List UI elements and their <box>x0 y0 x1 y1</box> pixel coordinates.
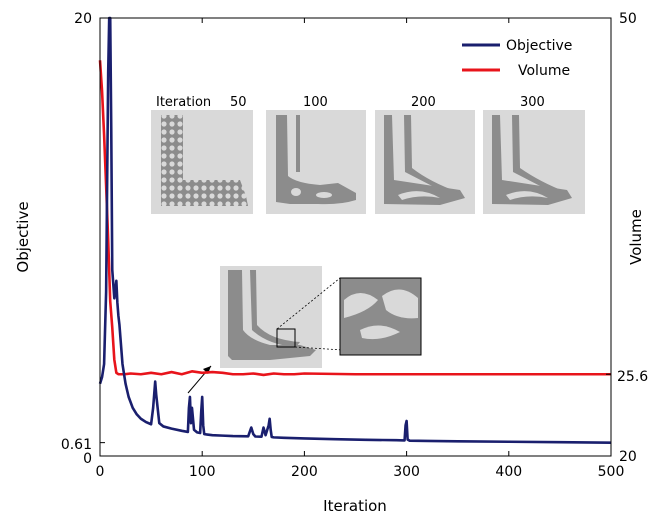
legend: Objective Volume <box>462 38 572 79</box>
snapshot-label-200: 200 <box>411 95 436 110</box>
snapshot-label-50: 50 <box>230 95 247 110</box>
ticks-layer <box>100 18 611 456</box>
y-right-tick-label: 50 <box>619 11 637 27</box>
y-right-tick-label: 25.6 <box>617 369 648 385</box>
y-left-tick-label: 0 <box>83 451 92 467</box>
snapshot-iter-50 <box>151 110 253 214</box>
snapshot-iter-200 <box>375 110 475 214</box>
plot-frame <box>100 18 611 456</box>
snapshot-iter-100 <box>266 110 366 214</box>
y-left-tick-label: 20 <box>74 11 92 27</box>
series-layer <box>100 18 611 443</box>
y-left-tick-labels: 0 0.61 20 <box>61 11 92 467</box>
y-left-tick-label: 0.61 <box>61 437 92 453</box>
snapshot-final <box>220 266 322 368</box>
snapshot-label-300: 300 <box>520 95 545 110</box>
snapshot-insets: Iteration 50 100 200 300 <box>151 95 585 393</box>
x-tick-label: 400 <box>495 464 522 480</box>
x-tick-label: 200 <box>291 464 318 480</box>
x-tick-labels: 0 100 200 300 400 500 <box>96 464 625 480</box>
x-axis-label: Iteration <box>323 497 387 515</box>
snapshot-label-100: 100 <box>303 95 328 110</box>
x-tick-label: 500 <box>598 464 625 480</box>
x-tick-label: 100 <box>189 464 216 480</box>
x-tick-label: 0 <box>96 464 105 480</box>
series-line-objective <box>100 18 611 443</box>
y-left-axis-label: Objective <box>14 201 32 272</box>
snapshot-iter-300 <box>483 110 585 214</box>
y-right-tick-label: 20 <box>619 449 637 465</box>
legend-label-objective: Objective <box>506 38 572 54</box>
legend-label-volume: Volume <box>518 63 570 79</box>
snapshot-label-iteration: Iteration <box>156 95 211 110</box>
x-tick-label: 300 <box>393 464 420 480</box>
y-right-axis-label: Volume <box>627 209 645 265</box>
